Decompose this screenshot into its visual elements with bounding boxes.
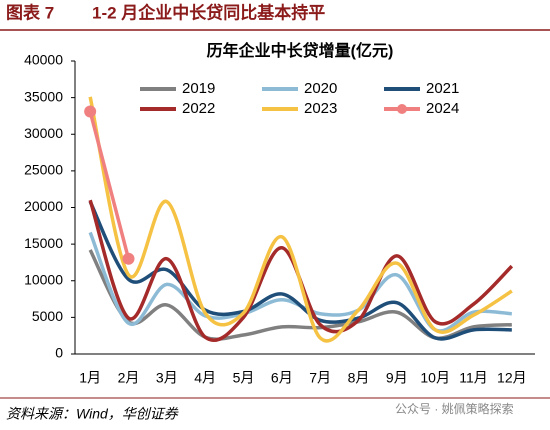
legend-marker [397,104,407,114]
y-tick-label: 5000 [32,308,63,324]
x-tick-label: 12月 [497,370,527,386]
x-tick-label: 1月 [79,370,101,386]
x-tick-label: 8月 [348,370,370,386]
x-tick-label: 11月 [459,370,488,386]
series-marker [122,252,135,265]
y-tick-label: 30000 [24,125,63,141]
x-tick-label: 5月 [233,370,255,386]
legend-label: 2019 [182,80,215,97]
chart-title: 历年企业中长贷增量(亿元) [207,41,394,60]
y-tick-label: 20000 [24,198,63,214]
legend-label: 2022 [182,100,215,117]
series-line [88,199,514,343]
x-tick-label: 2月 [118,370,140,386]
x-tick-label: 7月 [309,370,331,386]
y-tick-label: 35000 [24,88,63,104]
source: 资料来源：Wind，华创证券 [6,406,179,422]
x-tick-label: 10月 [420,370,450,386]
y-tick-label: 0 [55,345,63,361]
legend-label: 2021 [426,80,459,97]
legend-label: 2020 [304,80,337,97]
series-line [88,249,512,341]
y-tick-label: 40000 [24,52,63,68]
series-line [88,96,513,343]
y-tick-label: 10000 [24,271,63,287]
x-tick-label: 9月 [386,370,408,386]
legend-label: 2023 [304,100,337,117]
y-tick-label: 25000 [24,162,63,178]
x-tick-label: 3月 [156,370,178,386]
y-tick-label: 15000 [24,235,63,251]
figure-label: 图表 7 [6,2,54,22]
x-tick-label: 4月 [194,370,216,386]
x-tick-label: 6月 [271,370,293,386]
legend-label: 2024 [426,100,459,117]
series-line [88,111,131,260]
watermark: 公众号 · 姚佩策略探索 [395,401,514,416]
header-title: 1-2 月企业中长贷同比基本持平 [92,2,325,22]
series-marker [84,105,97,118]
